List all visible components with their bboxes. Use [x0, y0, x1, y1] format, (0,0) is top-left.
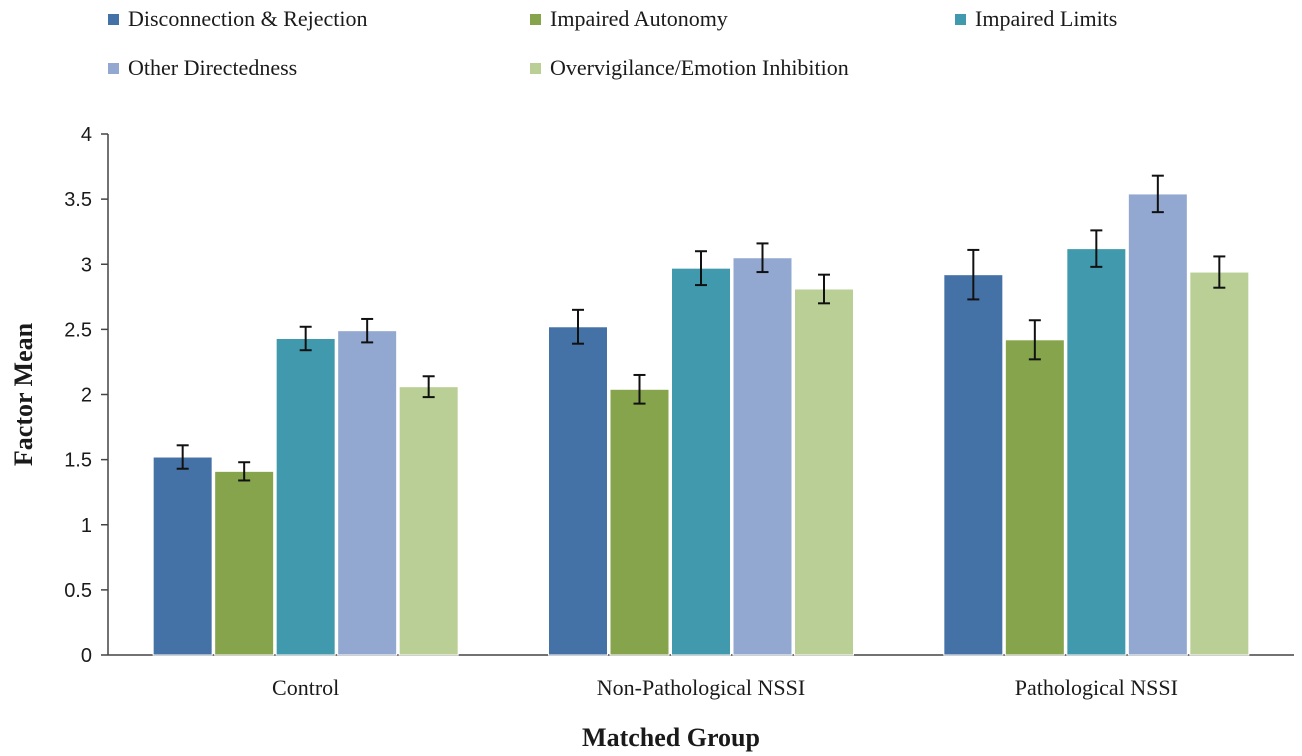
y-tick-label: 3.5	[64, 189, 92, 211]
x-axis-title: Matched Group	[582, 723, 760, 752]
legend-swatch	[108, 62, 119, 74]
bar	[152, 456, 213, 656]
bar	[671, 267, 731, 656]
legend-swatch	[108, 13, 119, 25]
legend-label: Disconnection & Rejection	[128, 6, 368, 31]
y-tick-label: 0.5	[64, 580, 92, 602]
bar	[548, 326, 608, 656]
legend-swatch	[955, 13, 966, 25]
bar	[1004, 339, 1065, 656]
x-tick-label: Pathological NSSI	[1015, 675, 1178, 700]
legend-label: Impaired Autonomy	[550, 6, 728, 31]
bar	[275, 337, 336, 656]
y-tick-label: 1	[81, 515, 92, 537]
x-tick-label: Control	[272, 675, 339, 700]
legend-item: Impaired Limits	[955, 6, 1117, 32]
bar	[794, 288, 854, 656]
legend-label: Other Directedness	[128, 55, 298, 80]
bar	[337, 330, 398, 656]
y-tick-label: 2.5	[64, 319, 92, 341]
bar	[1066, 248, 1127, 656]
y-tick-label: 4	[81, 124, 92, 146]
legend-swatch	[530, 13, 541, 25]
bar	[943, 274, 1004, 656]
legend-swatch	[530, 62, 541, 74]
y-tick-label: 2	[81, 385, 92, 407]
bar	[609, 388, 670, 656]
bar	[214, 470, 275, 656]
legend: Disconnection & Rejection Impaired Autono…	[0, 0, 1302, 90]
x-tick-label: Non-Pathological NSSI	[597, 675, 805, 700]
y-tick-label: 0	[81, 645, 92, 667]
y-axis-title: Factor Mean	[9, 322, 38, 466]
legend-item: Disconnection & Rejection	[108, 6, 368, 32]
bar	[398, 386, 459, 656]
legend-label: Overvigilance/Emotion Inhibition	[550, 55, 849, 80]
legend-item: Overvigilance/Emotion Inhibition	[530, 55, 849, 81]
legend-item: Other Directedness	[108, 55, 297, 81]
bar	[732, 257, 793, 656]
y-tick-label: 1.5	[64, 450, 92, 472]
legend-item: Impaired Autonomy	[530, 6, 728, 32]
legend-label: Impaired Limits	[975, 6, 1118, 31]
bar	[1189, 271, 1250, 656]
y-tick-label: 3	[81, 254, 92, 276]
bar	[1127, 193, 1188, 656]
